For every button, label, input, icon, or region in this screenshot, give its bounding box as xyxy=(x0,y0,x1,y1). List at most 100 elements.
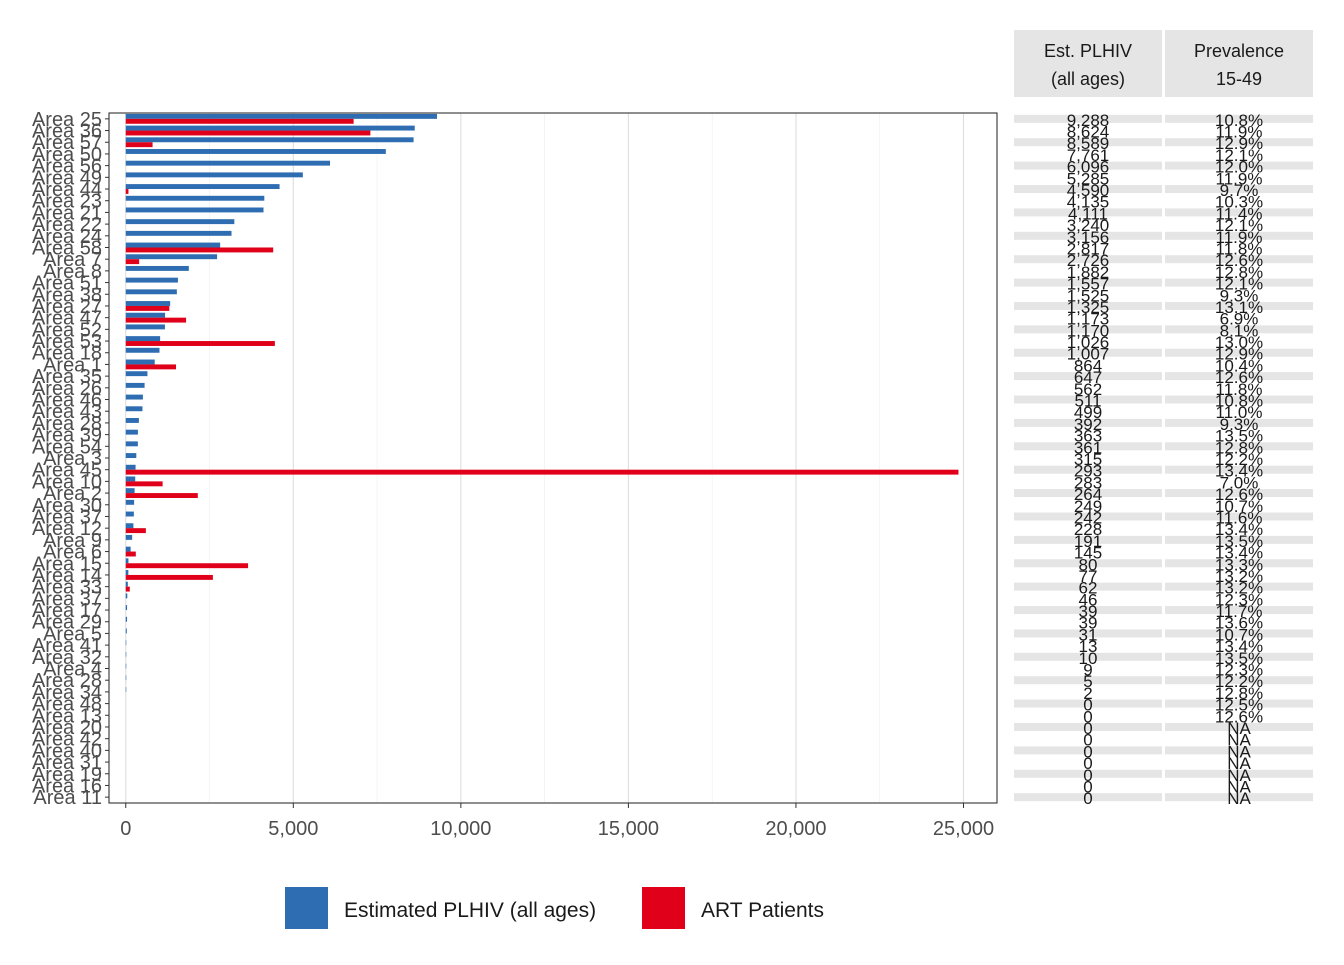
x-tick-label: 15,000 xyxy=(598,818,659,840)
y-tick-label: Area 29 xyxy=(32,612,102,634)
y-tick-label: Area 48 xyxy=(32,694,102,716)
y-tick-label: Area 40 xyxy=(32,740,102,762)
y-tick-label: Area 3 xyxy=(43,448,102,470)
y-tick-label: Area 27 xyxy=(32,296,102,318)
y-tick-label: Area 37 xyxy=(32,506,102,528)
table-cell-est-plhiv: 46 xyxy=(1079,590,1098,609)
table-row-stripe xyxy=(1165,793,1313,802)
bar-art xyxy=(125,189,129,194)
table-row-stripe xyxy=(1165,395,1313,404)
y-tick-label: Area 33 xyxy=(32,577,102,599)
y-tick-label: Area 45 xyxy=(32,460,102,482)
y-tick-label: Area 13 xyxy=(32,705,102,727)
table-cell-est-plhiv: 0 xyxy=(1083,731,1092,750)
plot-panel-border xyxy=(108,112,998,804)
table-row-stripe xyxy=(1165,746,1313,755)
table-row-stripe xyxy=(1165,418,1313,427)
bar-plhiv xyxy=(125,277,178,283)
table-row-stripe xyxy=(1014,465,1162,474)
bar-plhiv xyxy=(125,149,386,154)
table-row-stripe xyxy=(1014,255,1162,264)
bar-plhiv xyxy=(125,195,265,201)
bar-plhiv xyxy=(125,242,221,248)
table-row-stripe xyxy=(1165,372,1313,381)
bar-plhiv xyxy=(125,289,177,295)
table-cell-prevalence: 8.1% xyxy=(1220,321,1259,340)
y-tick-label: Area 32 xyxy=(32,647,102,669)
table-cell-prevalence: 13.2% xyxy=(1215,579,1263,598)
table-cell-est-plhiv: 4,590 xyxy=(1067,181,1110,200)
table-row-stripe xyxy=(1014,185,1162,194)
table-cell-est-plhiv: 10 xyxy=(1079,649,1098,668)
table-cell-prevalence: 13.3% xyxy=(1215,555,1263,574)
bars-layer xyxy=(125,113,959,692)
table-cell-prevalence: 9.7% xyxy=(1220,181,1259,200)
table-row-stripe xyxy=(1165,442,1313,451)
table-cell-prevalence: 11.6% xyxy=(1216,508,1263,527)
bar-art xyxy=(125,118,354,124)
table-cell-est-plhiv: 31 xyxy=(1079,625,1098,644)
table-row-stripe xyxy=(1165,185,1313,194)
table-cell-est-plhiv: 6,096 xyxy=(1067,158,1110,177)
bar-plhiv xyxy=(125,546,131,552)
table-cell-est-plhiv: 9,288 xyxy=(1067,111,1110,130)
table-cell-est-plhiv: 8,589 xyxy=(1067,134,1110,153)
table-row-stripe xyxy=(1165,489,1313,498)
table-row-stripe xyxy=(1165,769,1313,778)
bar-art xyxy=(125,341,275,346)
table-header-line1: Prevalence xyxy=(1194,41,1284,61)
table-row-stripe xyxy=(1014,161,1162,170)
bar-plhiv xyxy=(125,207,264,213)
table-row-stripe xyxy=(1014,582,1162,591)
y-tick-label: Area 50 xyxy=(32,144,102,166)
x-tick-label: 0 xyxy=(120,818,131,840)
bar-plhiv xyxy=(125,570,129,575)
table-cell-prevalence: 12.8% xyxy=(1215,684,1263,703)
table-row-stripe xyxy=(1014,746,1162,755)
bar-art xyxy=(125,130,371,136)
table-header-cell xyxy=(1165,30,1313,97)
y-tick-label: Area 30 xyxy=(32,495,102,517)
bar-plhiv xyxy=(125,230,232,236)
bar-plhiv xyxy=(125,453,137,458)
y-tick-label: Area 20 xyxy=(32,717,102,739)
table-cell-prevalence: 12.1% xyxy=(1215,216,1263,235)
table-cell-prevalence: NA xyxy=(1227,742,1251,761)
table-cell-prevalence: 13.0% xyxy=(1215,333,1263,352)
table-cell-prevalence: 12.6% xyxy=(1215,707,1263,726)
table-cell-prevalence: 12.9% xyxy=(1215,345,1263,364)
table-cell-prevalence: 12.8% xyxy=(1215,438,1263,457)
table-cell-prevalence: 10.8% xyxy=(1215,111,1263,130)
bar-plhiv xyxy=(125,219,235,225)
y-tick-label: Area 16 xyxy=(32,775,102,797)
bar-plhiv xyxy=(125,394,143,400)
table-row-stripe xyxy=(1014,418,1162,427)
table-cell-est-plhiv: 2 xyxy=(1083,684,1092,703)
table-cell-prevalence: 13.4% xyxy=(1215,637,1263,656)
table-cell-est-plhiv: 77 xyxy=(1079,567,1098,586)
table-cell-prevalence: 12.9% xyxy=(1215,134,1263,153)
bar-plhiv xyxy=(125,593,128,599)
table-row-stripe xyxy=(1014,278,1162,287)
table-cell-prevalence: 11.9% xyxy=(1216,169,1263,188)
table-row-stripe xyxy=(1165,465,1313,474)
y-tick-label: Area 2 xyxy=(43,483,102,505)
y-tick-label: Area 35 xyxy=(32,366,102,388)
table-cell-est-plhiv: 0 xyxy=(1083,719,1092,738)
table-cell-est-plhiv: 499 xyxy=(1074,403,1102,422)
y-tick-label: Area 52 xyxy=(32,319,102,341)
bar-plhiv xyxy=(125,616,128,622)
table-cell-est-plhiv: 1,525 xyxy=(1067,286,1110,305)
y-tick-label: Area 15 xyxy=(32,553,102,575)
y-tick-label: Area 1 xyxy=(43,354,102,376)
y-tick-label: Area 51 xyxy=(32,273,102,295)
table-cell-prevalence: 11.9% xyxy=(1216,123,1263,142)
table-cell-prevalence: 6.9% xyxy=(1220,310,1259,329)
table-cell-prevalence: 11.7% xyxy=(1216,602,1263,621)
table-cell-prevalence: 11.8% xyxy=(1216,239,1263,258)
table-cell-est-plhiv: 80 xyxy=(1079,555,1098,574)
table-row-stripe xyxy=(1165,278,1313,287)
y-tick-label: Area 17 xyxy=(32,600,102,622)
table-cell-est-plhiv: 249 xyxy=(1074,497,1102,516)
